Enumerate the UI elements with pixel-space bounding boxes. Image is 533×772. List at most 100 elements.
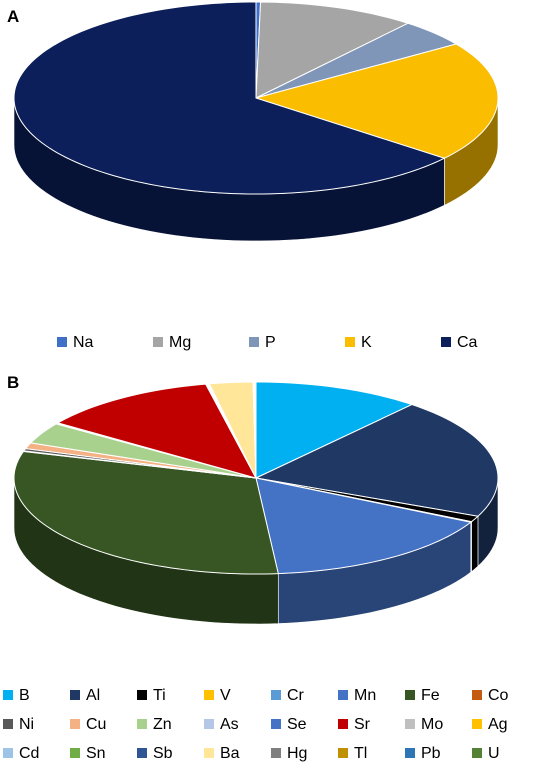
- legend-b-item-hg: Hg: [271, 745, 307, 762]
- legend-b-swatch-mn: [338, 690, 348, 700]
- pie-a-slice-ca: [13, 1, 446, 195]
- legend-b-label-zn: Zn: [153, 716, 172, 733]
- legend-a-label-k: K: [361, 334, 372, 351]
- legend-b-label-mn: Mn: [354, 687, 376, 704]
- legend-b-label-ni: Ni: [19, 716, 34, 733]
- pie-b-slice-mn: [255, 477, 472, 575]
- legend-b-item-ag: Ag: [472, 716, 508, 733]
- legend-b-label-al: Al: [86, 687, 100, 704]
- legend-b-item-mo: Mo: [405, 716, 443, 733]
- legend-b-label-tl: Tl: [354, 745, 367, 762]
- pie-b-slice-zn: [29, 423, 257, 479]
- legend-b-label-pb: Pb: [421, 745, 441, 762]
- legend-b-label-hg: Hg: [287, 745, 307, 762]
- legend-a-swatch-k: [345, 337, 355, 347]
- legend-b-swatch-mo: [405, 719, 415, 729]
- legend-b-item-sb: Sb: [137, 745, 173, 762]
- legend-b-swatch-ag: [472, 719, 482, 729]
- legend-b-label-ag: Ag: [488, 716, 508, 733]
- legend-b-item-cu: Cu: [70, 716, 106, 733]
- pie-a-slice-k: [254, 43, 499, 159]
- legend-b-swatch-hg: [271, 748, 281, 758]
- legend-a: Na Mg P K Ca: [57, 334, 478, 351]
- legend-b-swatch-zn: [137, 719, 147, 729]
- legend-b-label-se: Se: [287, 716, 307, 733]
- pie-b-top: [13, 381, 499, 575]
- legend-a-label-mg: Mg: [169, 334, 191, 351]
- legend-b-swatch-u: [472, 748, 482, 758]
- legend-b-item-v: V: [204, 687, 231, 704]
- pie-b-slice-sr: [56, 383, 257, 479]
- legend-b-item-pb: Pb: [405, 745, 441, 762]
- legend-a-item-ca: Ca: [441, 334, 478, 351]
- pie-b-slice-fe: [13, 450, 279, 575]
- legend-b-label-cd: Cd: [19, 745, 39, 762]
- legend-b-item-mn: Mn: [338, 687, 376, 704]
- legend-b-label-co: Co: [488, 687, 509, 704]
- legend-b-label-cu: Cu: [86, 716, 106, 733]
- legend-a-item-na: Na: [57, 334, 94, 351]
- legend-b-label-mo: Mo: [421, 716, 443, 733]
- legend-a-swatch-p: [249, 337, 259, 347]
- legend-b-swatch-cd: [3, 748, 13, 758]
- legend-b-label-as: As: [220, 716, 239, 733]
- legend-a-item-p: P: [249, 334, 276, 351]
- legend-b-swatch-al: [70, 690, 80, 700]
- legend-b-item-zn: Zn: [137, 716, 172, 733]
- legend-b: B Al Ti V Cr Mn Fe Co Ni Cu Zn As Se Sr Mo Ag Cd Sn Sb Ba Hg…: [3, 687, 509, 762]
- pie-a-slice-p: [255, 22, 458, 99]
- pie-chart-b: [13, 381, 499, 625]
- legend-b-swatch-pb: [405, 748, 415, 758]
- legend-b-label-ba: Ba: [220, 745, 240, 762]
- panel-label-b: B: [7, 373, 19, 392]
- legend-a-swatch-na: [57, 337, 67, 347]
- legend-b-item-co: Co: [472, 687, 509, 704]
- legend-b-label-v: V: [220, 687, 231, 704]
- legend-b-swatch-b: [3, 690, 13, 700]
- pie-b-slice-ba: [208, 381, 257, 479]
- legend-b-swatch-co: [472, 690, 482, 700]
- legend-b-swatch-cu: [70, 719, 80, 729]
- legend-b-item-se: Se: [271, 716, 307, 733]
- legend-b-label-fe: Fe: [421, 687, 440, 704]
- legend-b-item-as: As: [204, 716, 239, 733]
- legend-b-swatch-cr: [271, 690, 281, 700]
- legend-b-swatch-v: [204, 690, 214, 700]
- pie-b-side: [13, 477, 499, 625]
- legend-b-item-cd: Cd: [3, 745, 39, 762]
- legend-b-item-cr: Cr: [271, 687, 305, 704]
- legend-b-item-al: Al: [70, 687, 100, 704]
- legend-b-swatch-fe: [405, 690, 415, 700]
- legend-b-swatch-se: [271, 719, 281, 729]
- legend-a-swatch-mg: [153, 337, 163, 347]
- legend-b-item-u: U: [472, 745, 500, 762]
- legend-b-swatch-sb: [137, 748, 147, 758]
- legend-b-item-ba: Ba: [204, 745, 240, 762]
- legend-b-label-ti: Ti: [153, 687, 166, 704]
- legend-b-swatch-sr: [338, 719, 348, 729]
- legend-b-swatch-ti: [137, 690, 147, 700]
- legend-b-label-sn: Sn: [86, 745, 106, 762]
- pie-a-slice-mg: [255, 1, 410, 99]
- legend-a-item-k: K: [345, 334, 372, 351]
- pie-b-slice-b: [255, 381, 414, 479]
- pie-chart-a: [13, 1, 499, 242]
- legend-b-label-cr: Cr: [287, 687, 305, 704]
- legend-b-item-ti: Ti: [137, 687, 166, 704]
- panel-label-a: A: [7, 7, 19, 26]
- legend-b-swatch-ba: [204, 748, 214, 758]
- legend-b-label-b: B: [19, 687, 30, 704]
- legend-b-item-sr: Sr: [338, 716, 371, 733]
- legend-b-label-u: U: [488, 745, 500, 762]
- legend-b-item-fe: Fe: [405, 687, 440, 704]
- legend-b-swatch-sn: [70, 748, 80, 758]
- legend-b-item-b: B: [3, 687, 30, 704]
- legend-b-label-sr: Sr: [354, 716, 371, 733]
- legend-b-item-ni: Ni: [3, 716, 34, 733]
- legend-b-label-sb: Sb: [153, 745, 173, 762]
- legend-a-swatch-ca: [441, 337, 451, 347]
- legend-b-swatch-as: [204, 719, 214, 729]
- legend-b-item-sn: Sn: [70, 745, 106, 762]
- legend-b-swatch-ni: [3, 719, 13, 729]
